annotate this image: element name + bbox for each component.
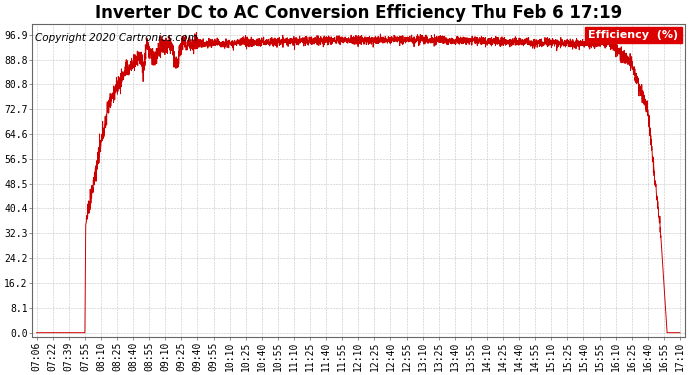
Text: Efficiency  (%): Efficiency (%): [588, 30, 678, 40]
Text: Copyright 2020 Cartronics.com: Copyright 2020 Cartronics.com: [35, 33, 198, 43]
Title: Inverter DC to AC Conversion Efficiency Thu Feb 6 17:19: Inverter DC to AC Conversion Efficiency …: [95, 4, 622, 22]
